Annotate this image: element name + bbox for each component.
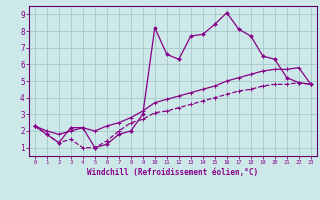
X-axis label: Windchill (Refroidissement éolien,°C): Windchill (Refroidissement éolien,°C) — [87, 168, 258, 177]
